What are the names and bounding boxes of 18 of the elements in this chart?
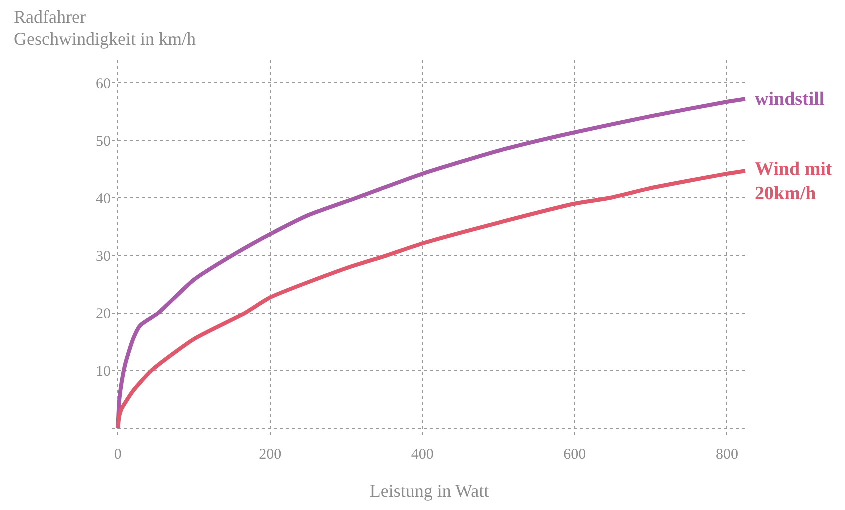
series-label: Wind mit 20km/h — [755, 159, 833, 205]
x-tick-label: 200 — [259, 447, 282, 463]
x-axis-title: Leistung in Watt — [370, 481, 490, 502]
y-tick-label: 30 — [96, 248, 111, 265]
x-tick-label: 400 — [411, 447, 434, 463]
line-series — [116, 169, 747, 430]
chart-title: Radfahrer — [14, 7, 86, 27]
chart-subtitle: Geschwindigkeit in km/h — [14, 29, 196, 49]
x-tick-label: 0 — [114, 447, 122, 463]
y-tick-label: 40 — [96, 191, 111, 208]
y-tick-label: 60 — [96, 76, 111, 92]
y-tick-label: 20 — [96, 306, 111, 322]
x-tick-label: 800 — [716, 447, 738, 463]
series-label: windstill — [755, 89, 825, 110]
line-series — [116, 97, 747, 430]
y-tick-label: 10 — [96, 364, 111, 380]
y-tick-label: 50 — [96, 134, 111, 150]
x-tick-label: 600 — [564, 447, 586, 463]
